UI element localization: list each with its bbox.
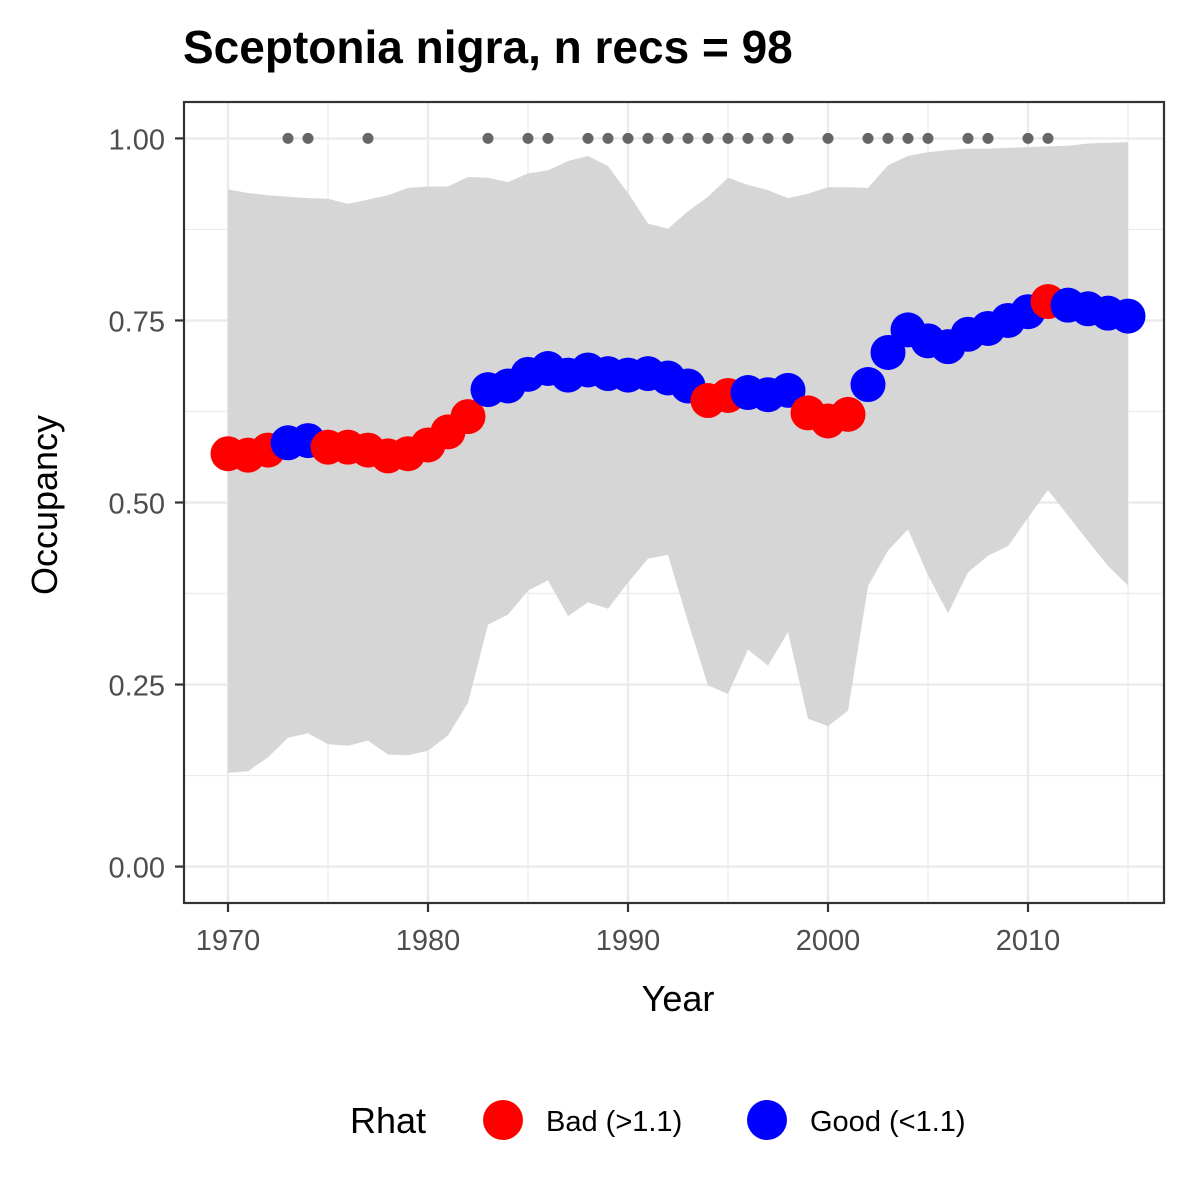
y-axis-title: Occupancy	[24, 415, 65, 595]
record-dot	[662, 132, 674, 144]
legend-label-bad: Bad (>1.1)	[546, 1106, 682, 1138]
record-dot	[762, 132, 774, 144]
record-markers	[282, 132, 1054, 144]
record-dot	[922, 132, 934, 144]
y-tick-label: 0.00	[109, 853, 165, 885]
occupancy-points	[210, 284, 1146, 474]
chart-title: Sceptonia nigra, n recs = 98	[183, 21, 793, 73]
record-dot	[582, 132, 594, 144]
record-dot	[982, 132, 994, 144]
legend-label-good: Good (<1.1)	[810, 1106, 966, 1138]
record-dot	[1022, 132, 1034, 144]
x-axis-title: Year	[642, 978, 715, 1019]
legend: Rhat Bad (>1.1) Good (<1.1)	[350, 1100, 966, 1141]
legend-key-bad	[483, 1100, 523, 1140]
x-tick-label: 1990	[596, 925, 661, 957]
x-tick-label: 2000	[796, 925, 861, 957]
record-dot	[962, 132, 974, 144]
record-dot	[602, 132, 614, 144]
occupancy-point-2002	[850, 367, 886, 403]
x-tick-label: 1970	[196, 925, 261, 957]
record-dot	[542, 132, 554, 144]
record-dot	[702, 132, 714, 144]
record-dot	[782, 132, 794, 144]
record-dot	[862, 132, 874, 144]
y-tick-label: 0.50	[109, 489, 165, 521]
record-dot	[722, 132, 734, 144]
record-dot	[642, 132, 654, 144]
occupancy-point-2015	[1110, 298, 1146, 334]
occupancy-point-1982	[450, 399, 486, 435]
legend-key-good	[747, 1100, 787, 1140]
occupancy-point-2001	[830, 396, 866, 432]
y-tick-label: 0.25	[109, 671, 165, 703]
record-dot	[282, 132, 294, 144]
y-axis-ticks: 0.00 0.25 0.50 0.75 1.00	[109, 124, 184, 885]
y-tick-label: 1.00	[109, 124, 165, 156]
record-dot	[882, 132, 894, 144]
y-tick-label: 0.75	[109, 306, 165, 338]
legend-title: Rhat	[350, 1100, 426, 1141]
x-axis-ticks: 1970 1980 1990 2000 2010	[196, 903, 1061, 957]
record-dot	[682, 132, 694, 144]
record-dot	[482, 132, 494, 144]
credible-interval-ribbon	[228, 142, 1128, 773]
x-tick-label: 2010	[996, 925, 1061, 957]
record-dot	[522, 132, 534, 144]
record-dot	[1042, 132, 1054, 144]
record-dot	[622, 132, 634, 144]
record-dot	[742, 132, 754, 144]
record-dot	[362, 132, 374, 144]
record-dot	[302, 132, 314, 144]
occupancy-point-2003	[870, 334, 906, 370]
x-tick-label: 1980	[396, 925, 461, 957]
record-dot	[822, 132, 834, 144]
record-dot	[902, 132, 914, 144]
occupancy-point-1998	[770, 372, 806, 408]
